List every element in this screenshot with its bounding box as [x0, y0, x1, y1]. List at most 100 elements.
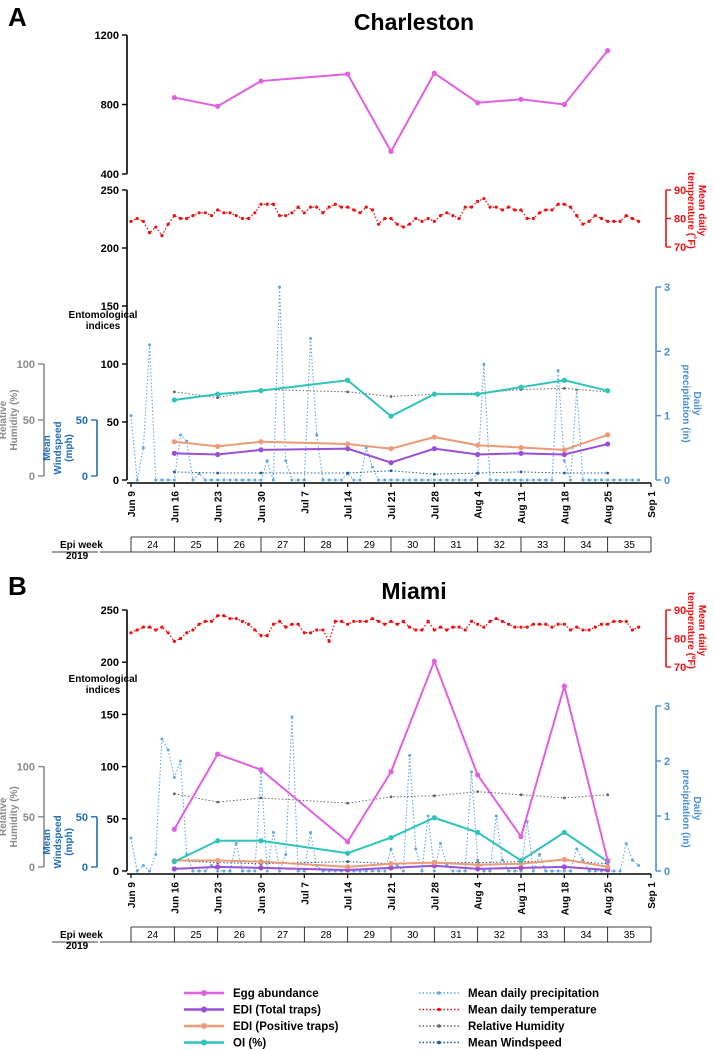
pa-precip-point-0	[129, 414, 133, 418]
pb-temp-point-74	[587, 628, 591, 632]
pa-indices-tick-label-3: 150	[101, 301, 119, 313]
pb-indices-tick-label-0: 0	[113, 866, 119, 878]
pb-oi-point-8	[561, 829, 567, 835]
pa-precip-point-77	[606, 478, 610, 482]
pa-egg-point-9	[605, 48, 611, 54]
pb-precip-point-7	[172, 776, 176, 779]
pa-temp-point-71	[568, 205, 573, 209]
pa-temp-title-1: temperature (˚F)	[685, 172, 697, 249]
pb-temp-point-80	[624, 619, 628, 624]
pa-wind-point-1	[216, 471, 220, 475]
pa-temp-point-74	[587, 219, 591, 223]
legend-label-edi_total: EDI (Total traps)	[233, 1005, 321, 1017]
pb-precip-point-71	[569, 869, 573, 873]
pa-precip-point-21	[259, 478, 263, 482]
pa-oi-point-3	[345, 377, 351, 383]
pa-edi_positive-point-6	[475, 442, 481, 448]
pa-temp-point-2	[141, 219, 145, 223]
pb-precip-point-70	[562, 869, 566, 873]
pa-humidity-tick-label-2: 100	[17, 359, 35, 371]
pb-precip-point-48	[426, 814, 430, 818]
pa-temp-point-63	[519, 208, 523, 212]
pb-precip-point-44	[401, 869, 405, 873]
pb-edi_positive-line	[174, 858, 608, 868]
pb-temp-point-75	[593, 625, 597, 629]
pa-epi-week-11: 35	[624, 540, 636, 551]
pa-epi-week-label: Epi week	[60, 540, 103, 551]
pa-wind-title-0: Mean	[42, 435, 53, 461]
pb-precip-point-47	[420, 869, 424, 873]
pa-precip-title-1: precipitation (in)	[680, 364, 691, 442]
pb-x-tick-label-10: Aug 18	[560, 882, 571, 916]
pb-temp-point-45	[407, 625, 412, 629]
pa-egg-point-0	[171, 94, 177, 101]
pb-precip-point-27	[296, 869, 300, 873]
pa-temp-point-58	[488, 205, 492, 209]
pb-temp-point-18	[240, 619, 245, 624]
pa-precip-point-26	[290, 478, 294, 482]
pa-temp-point-3	[147, 231, 152, 235]
pb-precip-point-50	[439, 842, 443, 845]
pb-temp-point-24	[277, 619, 282, 624]
pa-precip-point-15	[222, 478, 226, 482]
pa-temp-point-31	[321, 211, 325, 215]
pb-temp-point-66	[537, 622, 542, 626]
pa-precip-point-63	[519, 478, 523, 482]
pb-temp-point-44	[401, 619, 405, 624]
pb-precip-point-74	[587, 869, 591, 873]
pa-temp-point-72	[575, 214, 579, 218]
pb-temp-title-1: temperature (ºF)	[685, 592, 696, 669]
pb-epi-year-label: 2019	[66, 941, 89, 952]
pb-precip-point-11	[197, 869, 201, 873]
pa-temp-point-42	[389, 216, 393, 221]
pb-precip-point-43	[395, 864, 399, 867]
pb-temp-point-64	[525, 625, 529, 629]
pa-precip-point-19	[247, 478, 251, 482]
pa-precip-tick-label-3: 3	[664, 282, 670, 294]
pa-temp-point-27	[296, 205, 300, 209]
pa-indices-tick-label-5: 250	[101, 185, 119, 197]
pa-humidity-point-0	[172, 390, 176, 394]
pa-egg-point-3	[345, 71, 351, 77]
pa-temp-point-17	[234, 214, 238, 218]
pb-precip-point-18	[240, 869, 244, 873]
pa-epi-week-2: 26	[234, 540, 246, 551]
pb-indices-tick-label-5: 250	[101, 605, 119, 617]
pa-temp-point-53	[457, 216, 461, 221]
pb-temp-point-11	[197, 622, 201, 626]
pa-precip-point-81	[630, 478, 634, 482]
pa-x-tick-label-11: Aug 25	[604, 491, 615, 525]
pb-precip-point-2	[141, 864, 145, 867]
pa-edi_positive-point-2	[258, 439, 264, 445]
pb-edi_total-point-0	[171, 866, 177, 872]
pb-humidity-title-1: Humidity (%)	[9, 786, 20, 847]
pa-precip-point-16	[228, 478, 232, 482]
pa-temp-point-51	[445, 211, 449, 215]
pa-precip-point-46	[414, 478, 418, 482]
pb-temp-point-55	[469, 619, 474, 624]
pa-precip-point-17	[234, 478, 238, 482]
pa-edi_positive-point-0	[171, 439, 177, 445]
pb-humidity-point-2	[259, 796, 263, 800]
pa-egg-point-2	[258, 78, 264, 84]
pa-temp-point-28	[302, 211, 306, 215]
pb-x-tick-label-1: Jun 16	[170, 882, 181, 914]
pb-temp-point-37	[358, 619, 362, 624]
pb-temp-point-28	[302, 631, 306, 635]
pb-humidity-tick-label-0: 0	[29, 862, 35, 874]
pa-indices-tick-label-4: 200	[101, 243, 119, 255]
pb-edi_total-point-7	[518, 865, 524, 871]
pb-oi-point-6	[475, 829, 481, 835]
pb-edi_positive-point-9	[605, 864, 611, 870]
pa-precip-point-24	[278, 285, 282, 289]
pa-egg-point-7	[518, 96, 524, 102]
pa-wind-point-8	[562, 471, 566, 475]
pb-precip-line	[130, 716, 639, 874]
pa-precip-point-80	[624, 478, 628, 482]
pa-temp-point-13	[209, 214, 214, 218]
pa-egg-point-4	[388, 148, 394, 155]
legend-marker-egg	[201, 990, 207, 996]
pa-edi_positive-point-1	[215, 443, 221, 449]
pa-oi-line	[174, 379, 608, 418]
pb-humidity-tick-label-1: 50	[23, 812, 35, 824]
